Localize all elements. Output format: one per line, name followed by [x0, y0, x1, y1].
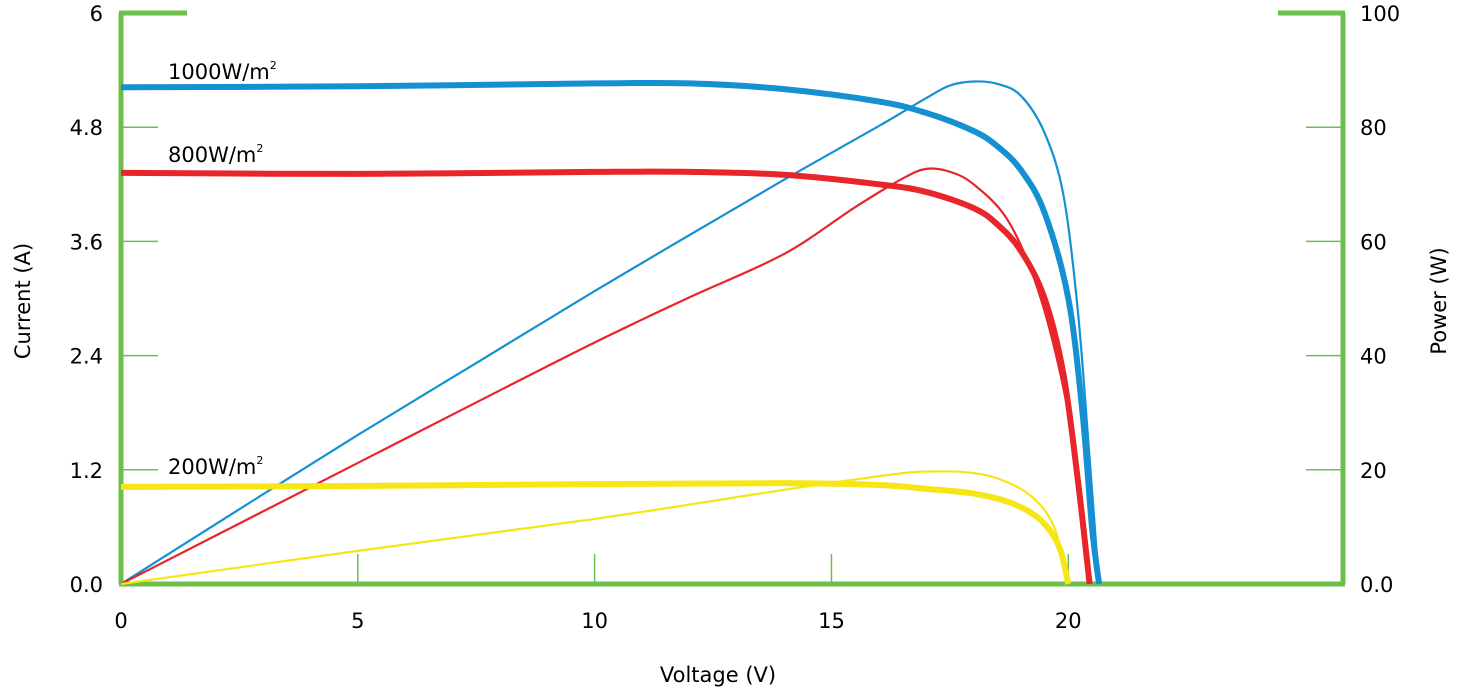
y-right-tick-label: 0.0 [1360, 573, 1393, 597]
y-right-tick-label: 40 [1360, 345, 1387, 369]
y-right-tick-label: 60 [1360, 230, 1387, 254]
series-label-main: 1000W/m [168, 60, 270, 84]
iv-curve-1 [120, 168, 1093, 585]
series-label-sup: 2 [256, 142, 263, 155]
series-label-main: 800W/m [168, 143, 256, 167]
series-layer [120, 79, 1103, 586]
series-label-0: 1000W/m2 [168, 59, 277, 84]
x-tick-label: 0 [114, 609, 127, 633]
y-right-tick-label: 80 [1360, 116, 1387, 140]
iv-curve-2 [120, 480, 1072, 585]
series-2 [120, 470, 1072, 586]
series-0 [120, 79, 1103, 585]
x-tick-label: 10 [581, 609, 608, 633]
y-left-axis-title: Current (A) [11, 243, 35, 359]
power-curve-2 [120, 470, 1070, 586]
y-left-tick-label: 6 [90, 2, 103, 26]
power-curve-0 [120, 80, 1101, 585]
iv-curve-0 [120, 79, 1103, 585]
y-left-tick-label: 0.0 [70, 573, 103, 597]
y-left-tick-label: 2.4 [70, 345, 103, 369]
axes: 0.0 1.2 2.4 3.6 4.8 6 0.0 20 40 60 80 100 0 5 10 15 20 [70, 2, 1401, 633]
series-label-1: 800W/m2 [168, 142, 263, 167]
series-label-sup: 2 [256, 454, 263, 467]
series-label-2: 200W/m2 [168, 454, 263, 479]
x-tick-label: 5 [351, 609, 364, 633]
x-tick-label: 20 [1055, 609, 1082, 633]
power-curve-1 [120, 167, 1091, 585]
y-right-tick-label: 100 [1360, 2, 1400, 26]
series-label-sup: 2 [270, 59, 277, 72]
y-right-tick-label: 20 [1360, 459, 1387, 483]
y-left-tick-label: 3.6 [70, 230, 103, 254]
series-1 [120, 167, 1093, 585]
y-right-axis-title: Power (W) [1427, 247, 1451, 354]
x-axis-title: Voltage (V) [660, 663, 776, 687]
y-left-tick-label: 4.8 [70, 116, 103, 140]
y-left-tick-label: 1.2 [70, 459, 103, 483]
series-label-main: 200W/m [168, 455, 256, 479]
x-tick-label: 15 [818, 609, 845, 633]
